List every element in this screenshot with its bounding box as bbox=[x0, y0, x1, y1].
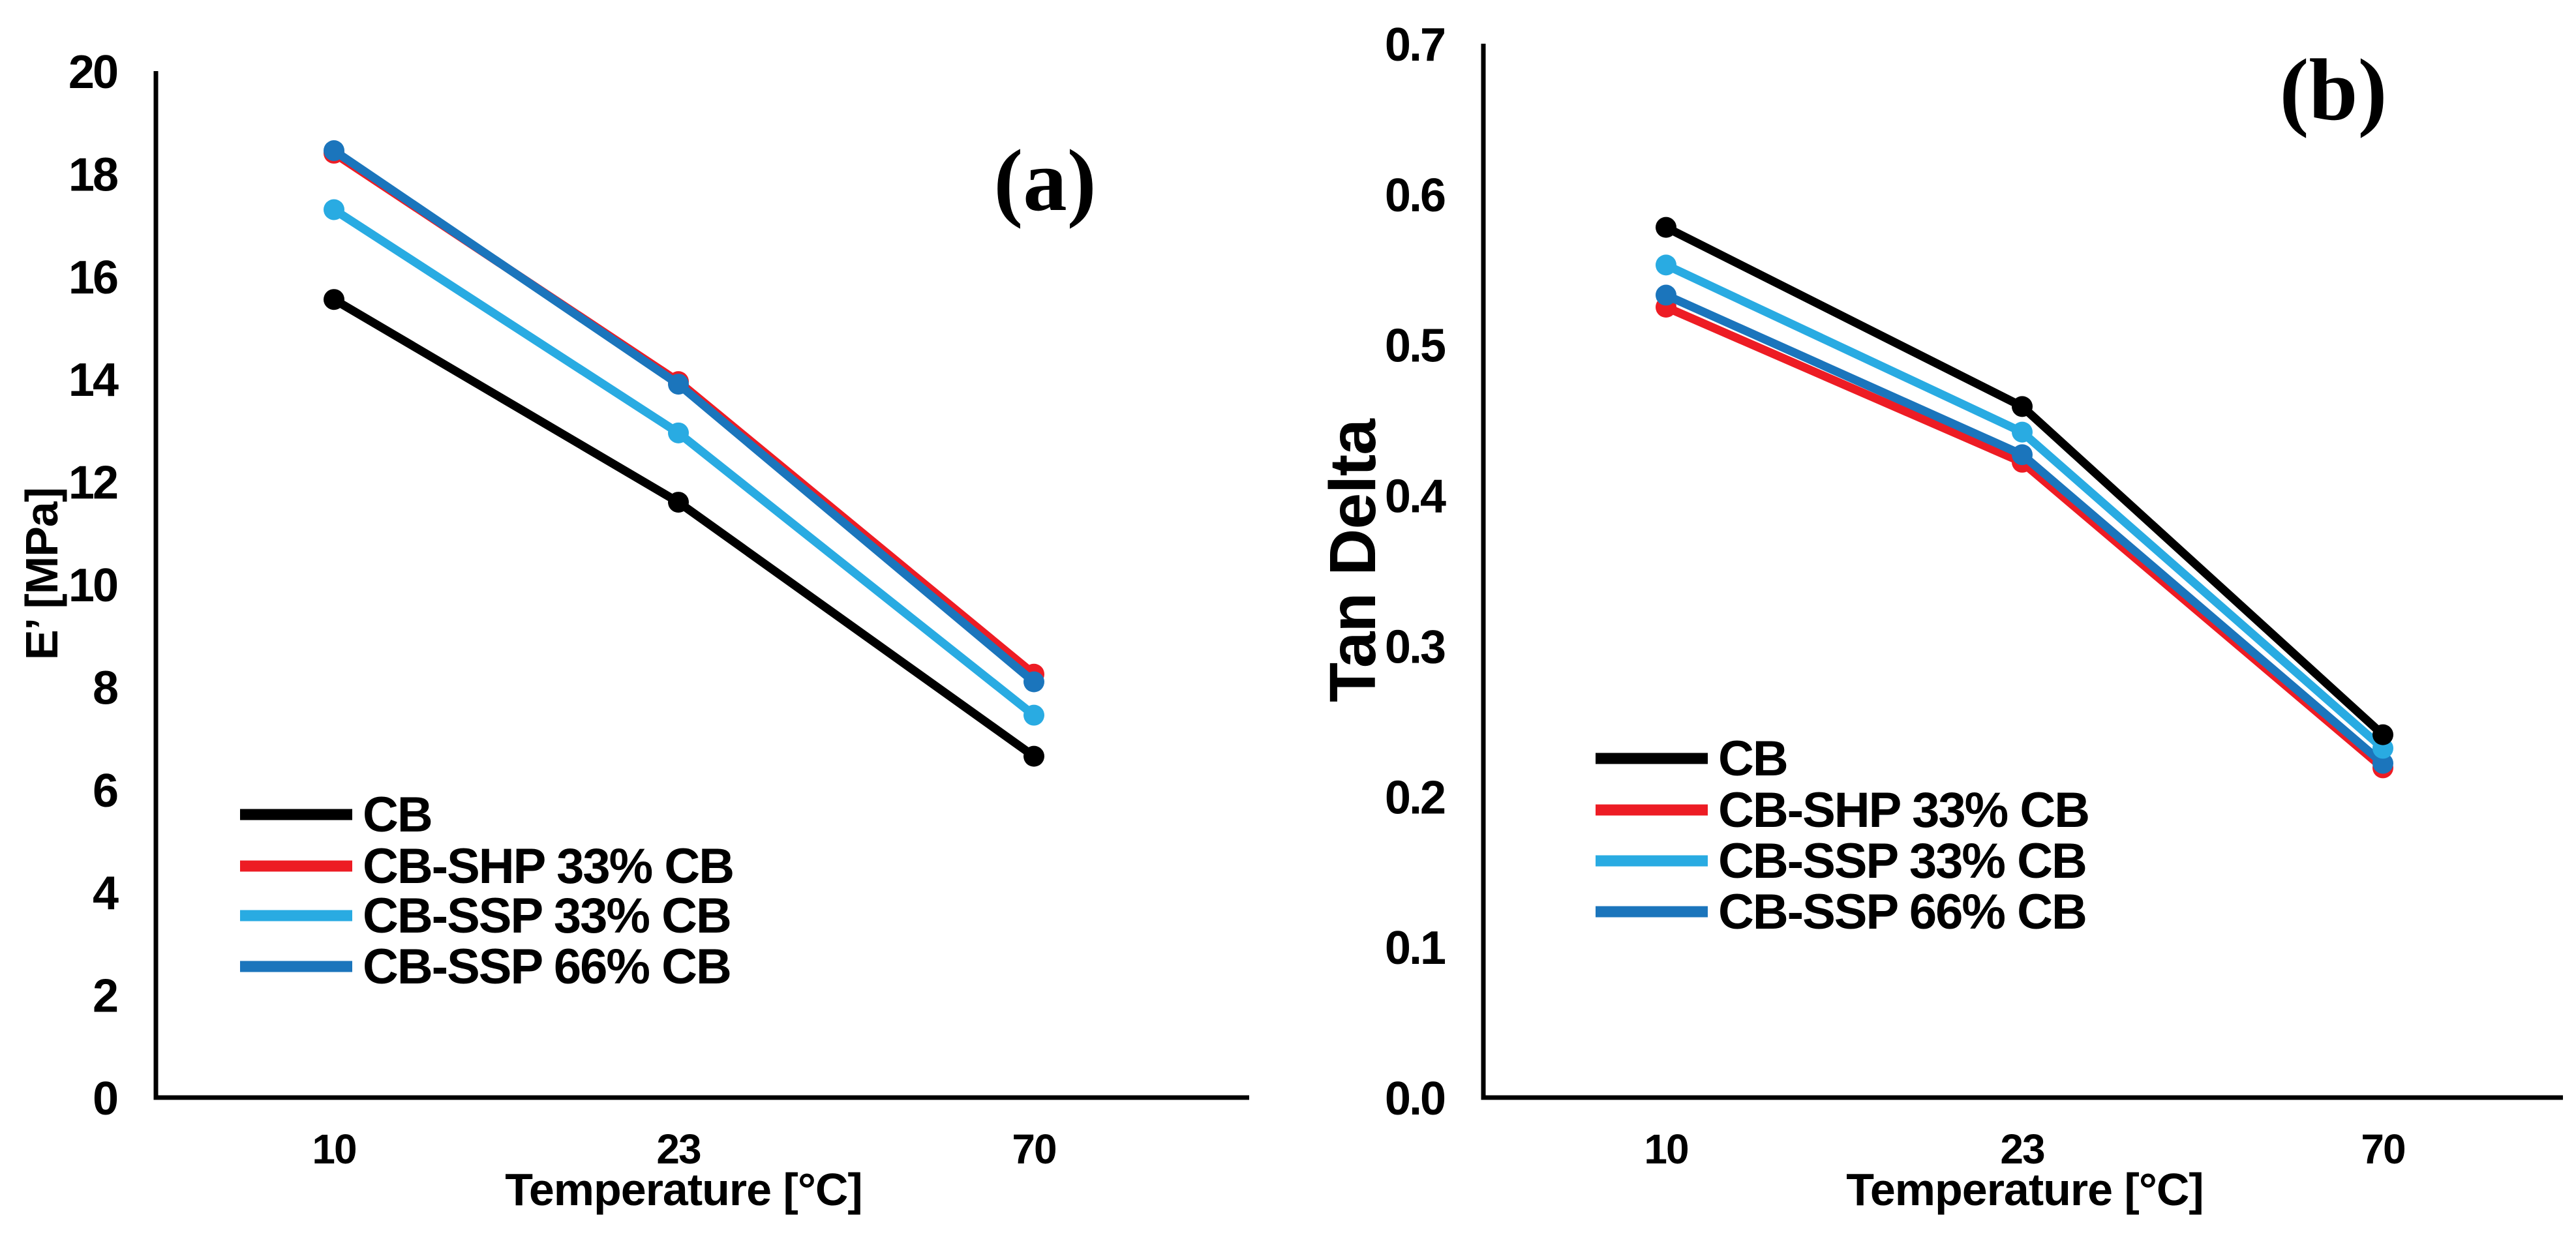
data-point-cb-ssp-66-cb bbox=[2372, 753, 2393, 774]
axes-lines bbox=[153, 71, 1249, 1100]
data-point-cb bbox=[1656, 217, 1676, 238]
y-tick-label: 16 bbox=[68, 252, 117, 304]
panel-label-a: (a) bbox=[993, 132, 1096, 230]
y-tick-label: 0.3 bbox=[1385, 621, 1445, 673]
legend-label-cb-shp-33-cb: CB-SHP 33% CB bbox=[1718, 783, 2089, 838]
data-point-cb-ssp-66-cb bbox=[1656, 284, 1676, 306]
y-tick-label: 0.0 bbox=[1385, 1073, 1445, 1125]
data-point-cb-ssp-33-cb bbox=[324, 199, 344, 220]
legend-label-cb-ssp-66-cb: CB-SSP 66% CB bbox=[363, 939, 731, 995]
y-axis-title-a: E’ [MPa] bbox=[16, 488, 67, 660]
axes-lines bbox=[1481, 44, 2563, 1100]
y-tick-label: 12 bbox=[68, 457, 117, 509]
legend-label-cb-ssp-33-cb: CB-SSP 33% CB bbox=[363, 888, 731, 944]
series-line-cb-ssp-66-cb bbox=[329, 146, 1038, 687]
legend-label-cb-shp-33-cb: CB-SHP 33% CB bbox=[363, 839, 733, 894]
legend-label-cb-ssp-33-cb: CB-SSP 33% CB bbox=[1718, 833, 2086, 889]
data-point-cb bbox=[1023, 745, 1044, 767]
data-point-cb bbox=[324, 289, 344, 310]
data-point-cb-ssp-66-cb bbox=[2012, 444, 2033, 466]
y-tick-label: 10 bbox=[68, 560, 117, 612]
x-tick-label: 70 bbox=[2361, 1126, 2404, 1173]
data-point-cb bbox=[668, 492, 689, 513]
panel-label-b: (b) bbox=[2280, 42, 2387, 139]
y-tick-label: 20 bbox=[68, 46, 117, 98]
data-point-cb-ssp-33-cb bbox=[2012, 421, 2033, 443]
data-point-cb bbox=[2372, 724, 2393, 745]
x-axis-title-b: Temperature [°C] bbox=[1846, 1164, 2203, 1215]
y-tick-label: 0 bbox=[93, 1073, 117, 1125]
data-point-cb-ssp-66-cb bbox=[1023, 671, 1044, 693]
x-tick-label: 70 bbox=[1012, 1126, 1055, 1173]
y-tick-label: 0.5 bbox=[1385, 320, 1446, 372]
series-line-cb-ssp-66-cb bbox=[1661, 291, 2387, 768]
x-tick-label: 10 bbox=[312, 1126, 356, 1173]
data-point-cb-ssp-66-cb bbox=[324, 140, 344, 161]
y-tick-label: 14 bbox=[68, 354, 119, 406]
data-point-cb-ssp-66-cb bbox=[668, 374, 689, 395]
series-line-cb-ssp-33-cb bbox=[329, 205, 1038, 720]
y-tick-label: 0.7 bbox=[1385, 19, 1444, 71]
x-tick-label: 10 bbox=[1644, 1126, 1688, 1173]
y-tick-label: 0.6 bbox=[1385, 170, 1445, 222]
data-point-cb-ssp-33-cb bbox=[1656, 254, 1676, 276]
series-line-cb bbox=[329, 295, 1038, 761]
data-point-cb bbox=[2012, 396, 2033, 417]
legend-label-cb: CB bbox=[363, 787, 432, 843]
x-tick-label: 23 bbox=[2000, 1126, 2044, 1173]
y-tick-label: 18 bbox=[68, 149, 117, 201]
y-tick-label: 0.2 bbox=[1385, 771, 1445, 824]
series-line-cb-shp-33-cb bbox=[1661, 303, 2387, 772]
legend-label-cb-ssp-66-cb: CB-SSP 66% CB bbox=[1718, 884, 2086, 940]
data-point-cb-ssp-33-cb bbox=[668, 422, 689, 443]
y-tick-label: 0.1 bbox=[1385, 922, 1446, 974]
y-axis-title-b: Tan Delta bbox=[1316, 418, 1389, 702]
y-tick-label: 2 bbox=[93, 970, 117, 1023]
legend-label-cb: CB bbox=[1718, 731, 1787, 786]
y-tick-label: 0.4 bbox=[1385, 471, 1446, 523]
x-tick-label: 23 bbox=[656, 1126, 701, 1173]
data-point-cb-ssp-33-cb bbox=[1023, 704, 1044, 726]
y-tick-label: 6 bbox=[93, 765, 117, 817]
y-tick-label: 8 bbox=[93, 662, 117, 714]
y-tick-label: 4 bbox=[93, 867, 119, 920]
x-axis-title-a: Temperature [°C] bbox=[505, 1164, 862, 1215]
